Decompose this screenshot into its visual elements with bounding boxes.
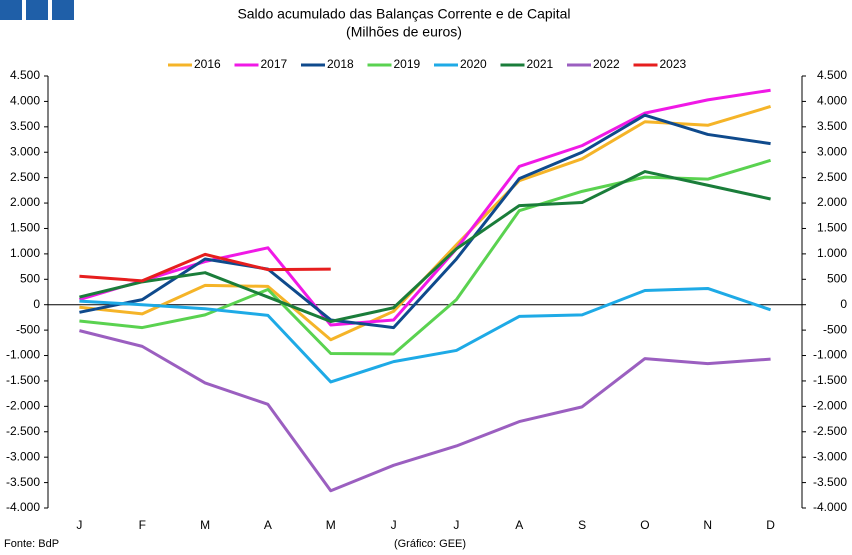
- source: Fonte: BdP: [4, 538, 59, 550]
- y-tick-label: -1.000: [6, 348, 40, 362]
- x-tick-label: J: [453, 518, 459, 532]
- y-tick-label: 4.000: [10, 94, 40, 108]
- logo-block: [0, 0, 22, 20]
- series-line: [79, 158, 772, 356]
- y-tick-label-right: -1.500: [813, 373, 847, 387]
- y-tick-label-right: -4.000: [813, 500, 847, 514]
- y-tick-label: -4.000: [6, 500, 40, 514]
- series-line: [79, 329, 771, 493]
- y-tick-label: -2.500: [6, 424, 40, 438]
- y-tick-label-right: 3.500: [817, 119, 847, 133]
- x-tick-label: F: [139, 518, 146, 532]
- legend-label: 2017: [261, 57, 288, 71]
- x-tick-label: A: [264, 518, 272, 532]
- chart-subtitle: (Milhões de euros): [346, 24, 462, 40]
- y-tick-label-right: 1.500: [817, 221, 847, 235]
- legend-label: 2023: [660, 57, 687, 71]
- y-tick-label: 500: [20, 271, 40, 285]
- x-tick-label: N: [703, 518, 712, 532]
- y-tick-label: 4.500: [10, 68, 40, 82]
- y-tick-label: 2.000: [10, 195, 40, 209]
- legend-label: 2016: [194, 57, 221, 71]
- x-tick-label: J: [76, 518, 82, 532]
- y-tick-label: -3.500: [6, 475, 40, 489]
- logo-block: [52, 0, 74, 20]
- y-tick-label-right: 0: [840, 297, 847, 311]
- series-line: [79, 170, 771, 323]
- x-tick-label: M: [200, 518, 210, 532]
- y-tick-label-right: 2.500: [817, 170, 847, 184]
- chart-title: Saldo acumulado das Balanças Corrente e …: [237, 6, 570, 22]
- legend-label: 2020: [460, 57, 487, 71]
- series-line: [79, 286, 772, 384]
- x-tick-label: D: [766, 518, 775, 532]
- logo-block: [26, 0, 48, 20]
- y-tick-label-right: -1.000: [813, 348, 847, 362]
- y-tick-label-right: -3.500: [813, 475, 847, 489]
- x-tick-label: J: [391, 518, 397, 532]
- x-tick-label: S: [578, 518, 586, 532]
- y-tick-label: -2.000: [6, 399, 40, 413]
- y-tick-label-right: -500: [823, 322, 847, 336]
- y-tick-label-right: 500: [827, 271, 847, 285]
- x-tick-label: O: [640, 518, 649, 532]
- series-line: [79, 252, 331, 283]
- x-tick-label: A: [515, 518, 523, 532]
- y-tick-label-right: -2.500: [813, 424, 847, 438]
- y-tick-label: 3.000: [10, 144, 40, 158]
- y-tick-label-right: 4.500: [817, 68, 847, 82]
- y-tick-label: -1.500: [6, 373, 40, 387]
- x-tick-label: M: [326, 518, 336, 532]
- series-line: [79, 113, 771, 330]
- y-tick-label: 2.500: [10, 170, 40, 184]
- y-tick-label: 1.500: [10, 221, 40, 235]
- legend-label: 2019: [394, 57, 421, 71]
- credit: (Gráfico: GEE): [394, 538, 466, 550]
- y-tick-label-right: -3.000: [813, 449, 847, 463]
- legend-label: 2022: [593, 57, 620, 71]
- y-tick-label-right: 2.000: [817, 195, 847, 209]
- y-tick-label: 3.500: [10, 119, 40, 133]
- y-tick-label: 1.000: [10, 246, 40, 260]
- legend-label: 2018: [327, 57, 354, 71]
- y-tick-label-right: 4.000: [817, 94, 847, 108]
- y-tick-label-right: -2.000: [813, 399, 847, 413]
- y-tick-label: -3.000: [6, 449, 40, 463]
- legend-label: 2021: [527, 57, 554, 71]
- y-tick-label: -500: [16, 322, 40, 336]
- y-tick-label-right: 1.000: [817, 246, 847, 260]
- y-tick-label-right: 3.000: [817, 144, 847, 158]
- y-tick-label: 0: [33, 297, 40, 311]
